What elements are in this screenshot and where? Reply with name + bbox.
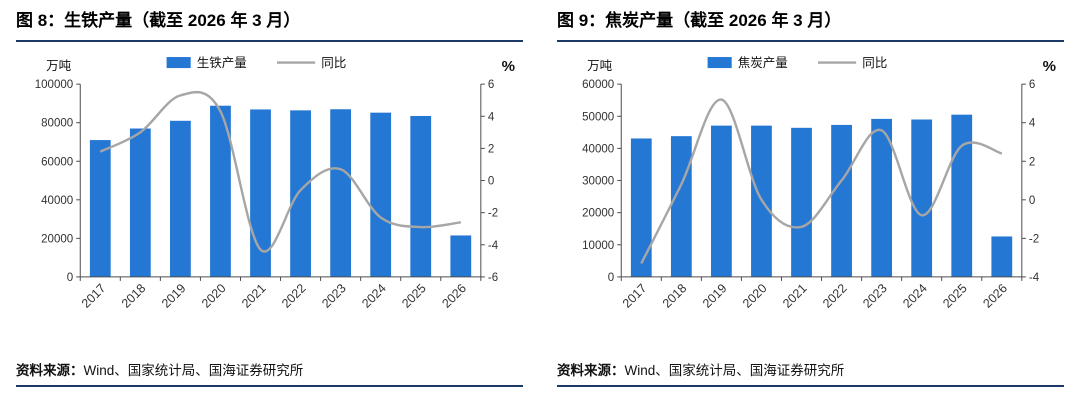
yoy-line (99, 90, 462, 253)
y-tick-label-left: 60000 (582, 79, 614, 91)
panel-pig-iron: 图 8：生铁产量（截至 2026 年 3 月） 0 20000 40000 60000… (16, 8, 523, 388)
bar-2022 (831, 124, 852, 277)
source-label: 资料来源： (557, 363, 625, 379)
panel-coke: 图 9：焦炭产量（截至 2026 年 3 月） 0 10000 20000 30000… (557, 8, 1064, 388)
unit-right-label: % (1043, 58, 1056, 75)
chart-title-pig-iron: 图 8：生铁产量（截至 2026 年 3 月） (16, 11, 301, 30)
y-tick-label-right: 6 (1029, 79, 1035, 91)
y-tick-label-right: 4 (488, 111, 495, 123)
x-tick-label: 2018 (119, 281, 149, 311)
y-tick-label-left: 40000 (41, 195, 73, 207)
bar-2024 (370, 112, 392, 277)
coke-production-chart: 0 10000 20000 30000 40000 50000 60000 -4 -2 0 2 4 6 2… (582, 56, 1056, 311)
x-tick-label: 2026 (980, 281, 1010, 311)
bar-2018 (670, 136, 692, 277)
x-tick-label: 2022 (279, 281, 309, 311)
x-tick-label: 2019 (159, 281, 189, 311)
source-note: 资料来源：Wind、国家统计局、国海证券研究所 (16, 359, 523, 379)
bar-2019 (170, 120, 191, 277)
x-tick-label: 2026 (439, 281, 469, 311)
legend-bar-label: 生铁产量 (197, 56, 247, 70)
x-tick-label: 2021 (239, 281, 269, 311)
bar-2025 (410, 115, 432, 277)
x-tick-label: 2017 (79, 281, 109, 311)
x-tick-label: 2019 (700, 281, 730, 311)
bar-2021 (250, 109, 271, 277)
bar-2023 (871, 118, 893, 277)
y-tick-label-left: 10000 (582, 240, 614, 252)
bar-2026 (450, 235, 472, 277)
title-rule (557, 39, 1064, 42)
y-tick-label-left: 0 (608, 272, 614, 284)
bar-2020 (210, 105, 231, 277)
y-tick-label-right: 6 (488, 79, 494, 91)
x-tick-label: 2023 (860, 281, 890, 311)
bar-2025 (951, 114, 973, 277)
bottom-rule (16, 385, 523, 388)
report-figures-row: 图 8：生铁产量（截至 2026 年 3 月） 0 20000 40000 60000… (16, 8, 1064, 388)
x-tick-label: 2024 (359, 281, 389, 311)
x-tick-label: 2025 (399, 281, 429, 311)
unit-left-label: 万吨 (46, 59, 72, 73)
x-tick-label: 2020 (199, 281, 229, 311)
x-tick-label: 2021 (780, 281, 810, 311)
y-tick-label-right: -2 (488, 208, 498, 220)
bottom-rule (557, 385, 1064, 388)
y-tick-label-right: 2 (1029, 156, 1035, 168)
y-tick-label-right: 2 (488, 143, 494, 155)
title-rule (16, 39, 523, 42)
bar-2021 (791, 127, 812, 277)
bar-2023 (330, 109, 352, 277)
source-note: 资料来源：Wind、国家统计局、国海证券研究所 (557, 359, 1064, 379)
x-tick-label: 2020 (740, 281, 770, 311)
y-tick-label-right: -4 (488, 240, 499, 252)
y-tick-label-right: 4 (1029, 118, 1036, 130)
x-tick-label: 2018 (660, 281, 690, 311)
legend-bar-swatch (707, 56, 732, 69)
y-tick-label-left: 20000 (582, 208, 614, 220)
x-tick-label: 2025 (940, 281, 970, 311)
yoy-line (640, 98, 1003, 264)
x-tick-label: 2023 (319, 281, 349, 311)
legend-bar-swatch (166, 56, 191, 69)
y-tick-label-right: -2 (1029, 233, 1039, 245)
source-text: Wind、国家统计局、国海证券研究所 (624, 363, 845, 379)
bar-2026 (991, 236, 1013, 277)
y-tick-label-left: 50000 (582, 111, 614, 123)
y-tick-label-left: 0 (67, 272, 73, 284)
y-tick-label-left: 80000 (41, 118, 73, 130)
legend-line-label: 同比 (321, 56, 346, 70)
bar-2024 (911, 119, 933, 277)
y-tick-label-right: 0 (488, 175, 494, 187)
y-tick-label-left: 60000 (41, 156, 73, 168)
bar-2019 (711, 125, 732, 277)
y-tick-label-right: -4 (1029, 272, 1040, 284)
x-tick-label: 2024 (900, 281, 930, 311)
y-tick-label-right: -6 (488, 272, 498, 284)
x-tick-label: 2017 (620, 281, 650, 311)
bar-2017 (630, 138, 652, 277)
bar-2017 (89, 140, 111, 277)
legend-bar-label: 焦炭产量 (738, 56, 788, 70)
y-tick-label-left: 30000 (582, 175, 614, 187)
source-label: 资料来源： (16, 363, 84, 379)
y-tick-label-left: 20000 (41, 233, 73, 245)
y-tick-label-right: 0 (1029, 195, 1035, 207)
legend-line-label: 同比 (862, 56, 887, 70)
y-tick-label-left: 40000 (582, 143, 614, 155)
unit-right-label: % (502, 58, 515, 75)
source-text: Wind、国家统计局、国海证券研究所 (83, 363, 304, 379)
x-tick-label: 2022 (820, 281, 850, 311)
unit-left-label: 万吨 (587, 59, 613, 73)
pig-iron-production-chart: 0 20000 40000 60000 80000 100000 -6 -4 -2 0 2 4 6 201… (35, 56, 515, 311)
bar-2022 (290, 110, 311, 277)
bar-2018 (129, 128, 151, 277)
chart-title-coke: 图 9：焦炭产量（截至 2026 年 3 月） (557, 11, 842, 30)
y-tick-label-left: 100000 (35, 79, 73, 91)
